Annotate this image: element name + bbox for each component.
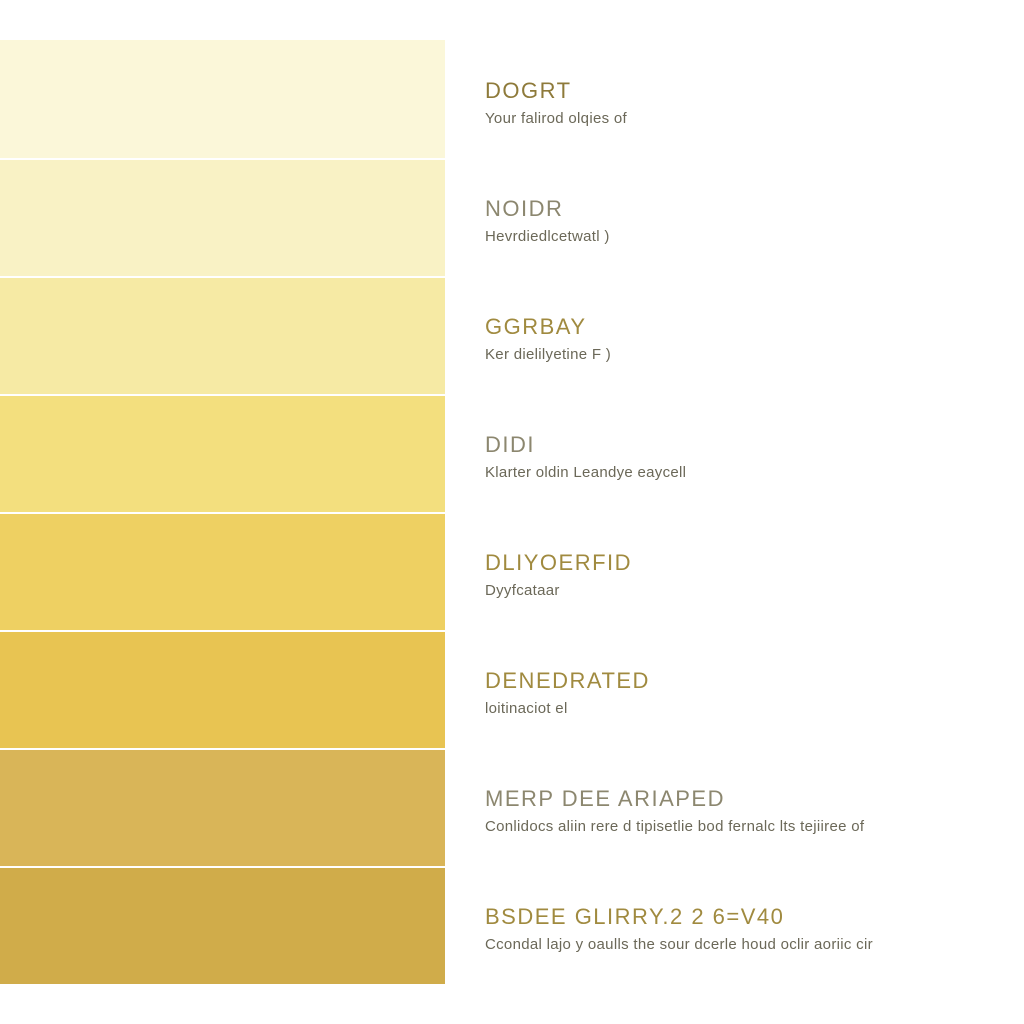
label-title-3: DIDI bbox=[485, 432, 1024, 458]
swatch-6 bbox=[0, 748, 445, 866]
swatch-3 bbox=[0, 394, 445, 512]
label-block-3: DIDI Klarter oldin Leandye eaycell bbox=[485, 432, 1024, 550]
label-title-2: GGRBAY bbox=[485, 314, 1024, 340]
label-title-7: BSDEE GLIRRY.2 2 6=V40 bbox=[485, 904, 1024, 930]
label-title-5: DENEDRATED bbox=[485, 668, 1024, 694]
label-title-0: DOGRT bbox=[485, 78, 1024, 104]
labels-column: DOGRT Your falirod olqies of NOIDR Hevrd… bbox=[445, 0, 1024, 1024]
label-desc-6: Conlidocs aliin rere d tipisetlie bod fe… bbox=[485, 818, 1024, 835]
label-block-6: MERP DEE ARIAPED Conlidocs aliin rere d … bbox=[485, 786, 1024, 904]
label-desc-5: loitinaciot el bbox=[485, 700, 1024, 717]
color-scale-chart: DOGRT Your falirod olqies of NOIDR Hevrd… bbox=[0, 0, 1024, 1024]
label-title-6: MERP DEE ARIAPED bbox=[485, 786, 1024, 812]
label-desc-4: Dyyfcataar bbox=[485, 582, 1024, 599]
label-title-4: DLIYOERFID bbox=[485, 550, 1024, 576]
label-block-4: DLIYOERFID Dyyfcataar bbox=[485, 550, 1024, 668]
label-block-7: BSDEE GLIRRY.2 2 6=V40 Ccondal lajo y oa… bbox=[485, 904, 1024, 1022]
label-desc-2: Ker dielilyetine F ) bbox=[485, 346, 1024, 363]
swatch-2 bbox=[0, 276, 445, 394]
label-title-1: NOIDR bbox=[485, 196, 1024, 222]
swatch-5 bbox=[0, 630, 445, 748]
swatch-1 bbox=[0, 158, 445, 276]
swatch-4 bbox=[0, 512, 445, 630]
swatch-7 bbox=[0, 866, 445, 984]
swatches-column bbox=[0, 0, 445, 1024]
label-desc-0: Your falirod olqies of bbox=[485, 110, 1024, 127]
label-block-1: NOIDR Hevrdiedlcetwatl ) bbox=[485, 196, 1024, 314]
label-desc-7: Ccondal lajo y oaulls the sour dcerle ho… bbox=[485, 936, 1024, 953]
label-block-2: GGRBAY Ker dielilyetine F ) bbox=[485, 314, 1024, 432]
label-desc-1: Hevrdiedlcetwatl ) bbox=[485, 228, 1024, 245]
label-desc-3: Klarter oldin Leandye eaycell bbox=[485, 464, 1024, 481]
label-block-5: DENEDRATED loitinaciot el bbox=[485, 668, 1024, 786]
label-block-0: DOGRT Your falirod olqies of bbox=[485, 78, 1024, 196]
swatch-0 bbox=[0, 40, 445, 158]
